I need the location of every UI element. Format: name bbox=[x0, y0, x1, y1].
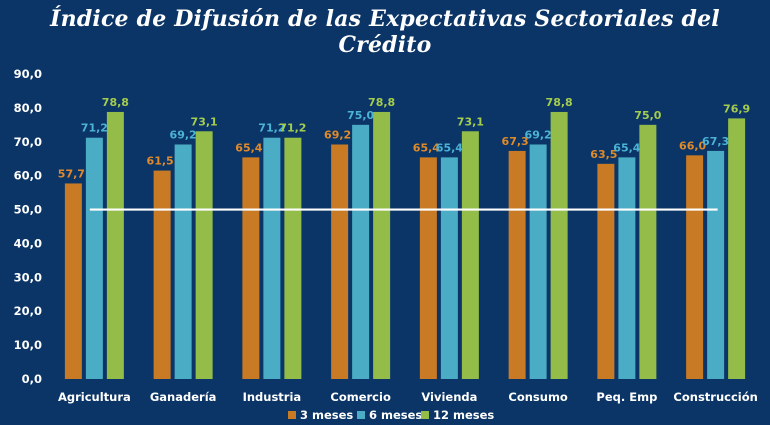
x-category-label: Industria bbox=[243, 390, 302, 404]
data-labels-group: 57,771,278,861,569,273,165,471,271,269,2… bbox=[58, 96, 750, 181]
bar-12-meses bbox=[461, 131, 479, 379]
bar-6-meses bbox=[263, 137, 281, 379]
data-label: 61,5 bbox=[147, 155, 174, 168]
bar-3-meses bbox=[153, 170, 171, 379]
data-label: 65,4 bbox=[613, 141, 640, 154]
data-label: 67,3 bbox=[702, 135, 729, 148]
data-label: 73,1 bbox=[457, 115, 484, 128]
y-tick-label: 90,0 bbox=[14, 67, 42, 81]
bar-6-meses bbox=[440, 157, 458, 379]
data-label: 78,8 bbox=[546, 96, 573, 109]
data-label: 65,4 bbox=[235, 141, 262, 154]
data-label: 76,9 bbox=[723, 102, 750, 115]
bar-3-meses bbox=[508, 150, 526, 379]
bar-6-meses bbox=[352, 124, 370, 379]
bar-3-meses bbox=[242, 157, 260, 379]
data-label: 69,2 bbox=[324, 128, 351, 141]
data-label: 73,1 bbox=[191, 115, 218, 128]
x-category-label: Comercio bbox=[330, 390, 391, 404]
x-category-label: Agricultura bbox=[58, 390, 131, 404]
data-label: 75,0 bbox=[634, 109, 661, 122]
bar-12-meses bbox=[639, 124, 657, 379]
bar-3-meses bbox=[419, 157, 437, 379]
data-label: 71,2 bbox=[258, 122, 285, 135]
data-label: 75,0 bbox=[347, 109, 374, 122]
data-label: 69,2 bbox=[525, 128, 552, 141]
x-category-label: Vivienda bbox=[421, 390, 477, 404]
x-category-label: Peq. Emp bbox=[596, 390, 657, 404]
legend-label: 3 meses bbox=[300, 408, 353, 422]
bar-3-meses bbox=[597, 163, 615, 379]
bar-12-meses bbox=[106, 111, 124, 379]
bar-12-meses bbox=[728, 118, 746, 380]
data-label: 65,4 bbox=[413, 141, 440, 154]
data-label: 67,3 bbox=[502, 135, 529, 148]
bar-6-meses bbox=[174, 144, 192, 379]
data-label: 69,2 bbox=[170, 128, 197, 141]
data-label: 57,7 bbox=[58, 167, 85, 180]
bar-12-meses bbox=[284, 137, 302, 379]
chart-title: Índice de Difusión de las Expectativas S… bbox=[50, 6, 720, 58]
bar-12-meses bbox=[550, 111, 568, 379]
legend-swatch bbox=[357, 411, 365, 419]
bar-6-meses bbox=[618, 157, 636, 379]
bars-group bbox=[64, 111, 746, 380]
y-axis: 0,0 10,0 20,0 30,0 40,0 50,0 60,0 70,0 80,0 90,0 bbox=[14, 67, 42, 386]
bar-12-meses bbox=[373, 111, 391, 379]
bar-6-meses bbox=[529, 144, 547, 379]
legend-label: 12 meses bbox=[433, 408, 494, 422]
data-label: 65,4 bbox=[436, 141, 463, 154]
data-label: 71,2 bbox=[81, 122, 108, 135]
y-tick-label: 20,0 bbox=[14, 304, 42, 318]
y-tick-label: 80,0 bbox=[14, 101, 42, 115]
bar-6-meses bbox=[707, 150, 725, 379]
x-axis: Agricultura Ganadería Industria Comercio Viv… bbox=[58, 390, 758, 404]
legend-label: 6 meses bbox=[369, 408, 422, 422]
data-label: 71,2 bbox=[279, 122, 306, 135]
bar-3-meses bbox=[64, 183, 82, 379]
data-label: 78,8 bbox=[102, 96, 129, 109]
y-tick-label: 40,0 bbox=[14, 236, 42, 250]
bar-3-meses bbox=[686, 155, 704, 379]
bar-6-meses bbox=[85, 137, 103, 379]
data-label: 63,5 bbox=[590, 148, 617, 161]
y-tick-label: 50,0 bbox=[14, 203, 42, 217]
y-tick-label: 30,0 bbox=[14, 270, 42, 284]
x-category-label: Consumo bbox=[508, 390, 568, 404]
x-category-label: Ganadería bbox=[150, 390, 217, 404]
bar-3-meses bbox=[331, 144, 349, 379]
y-tick-label: 70,0 bbox=[14, 135, 42, 149]
data-label: 78,8 bbox=[368, 96, 395, 109]
bar-12-meses bbox=[195, 131, 213, 379]
y-tick-label: 10,0 bbox=[14, 338, 42, 352]
legend: 3 meses 6 meses 12 meses bbox=[288, 408, 494, 422]
data-label: 66,0 bbox=[679, 139, 706, 152]
legend-swatch bbox=[288, 411, 296, 419]
legend-swatch bbox=[421, 411, 429, 419]
x-category-label: Construcción bbox=[673, 390, 757, 404]
y-tick-label: 0,0 bbox=[22, 372, 42, 386]
y-tick-label: 60,0 bbox=[14, 169, 42, 183]
